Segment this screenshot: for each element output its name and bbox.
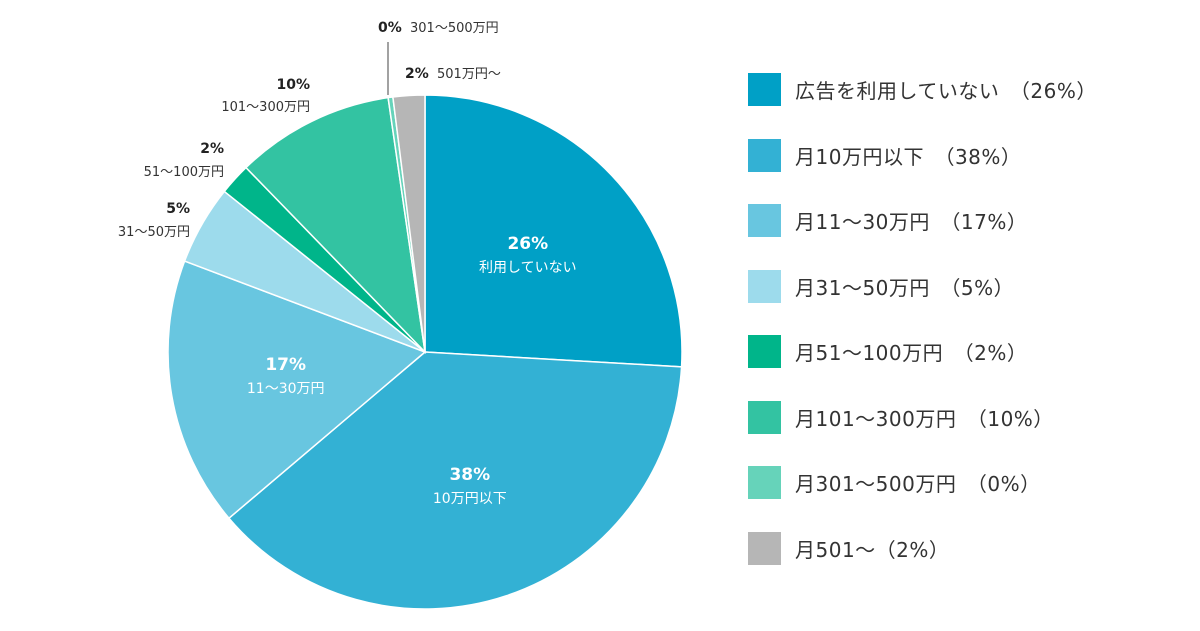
slice-category-label: 10万円以下 [433, 491, 507, 507]
slice-category-label: 11〜30万円 [247, 381, 325, 397]
legend-label: 月301〜500万円 （0%） [795, 472, 1041, 496]
legend-item: 月31〜50万円 （5%） [748, 269, 1168, 303]
legend-item: 月10万円以下 （38%） [748, 138, 1168, 172]
slice-percent-label: 10% [276, 77, 310, 93]
slice-category-label: 51〜100万円 [144, 165, 224, 180]
legend-item: 月301〜500万円 （0%） [748, 466, 1168, 499]
slice-category-label: 利用していない [479, 260, 577, 276]
legend-label: 広告を利用していない （26%） [795, 79, 1097, 103]
legend-swatch [748, 73, 781, 106]
slice-percent-label: 5% [166, 201, 190, 217]
pie-slice [167, 260, 427, 520]
pie-slice [244, 96, 427, 355]
legend-label: 月101〜300万円 （10%） [795, 406, 1054, 431]
slice-percent-label: 26% [507, 234, 548, 254]
legend-label: 月501〜（2%） [795, 537, 950, 562]
legend-item: 月51〜100万円 （2%） [748, 335, 1168, 368]
legend-item: 月101〜300万円 （10%） [748, 400, 1168, 434]
legend-swatch [748, 466, 781, 499]
legend-item: 月11〜30万円 （17%） [748, 204, 1168, 237]
legend-label: 月11〜30万円 （17%） [795, 210, 1028, 234]
slice-percent-label: 0% [378, 20, 402, 36]
pie-slice [392, 94, 426, 353]
slice-category-label: 301〜500万円 [410, 21, 499, 36]
pie-slice [424, 94, 683, 368]
slice-category-label: 101〜300万円 [221, 100, 310, 115]
legend: 広告を利用していない （26%） 月10万円以下 （38%） 月11〜30万円 … [748, 73, 1168, 597]
slice-percent-label: 38% [449, 465, 490, 485]
legend-swatch [748, 138, 781, 172]
legend-swatch [748, 204, 781, 237]
legend-swatch [748, 269, 781, 303]
legend-label: 月51〜100万円 （2%） [795, 341, 1028, 365]
legend-swatch [748, 531, 781, 565]
legend-swatch [748, 400, 781, 434]
pie-chart: 26% 利用していない 38% 10万円以下 17% 11〜30万円 5% 31〜50万円 2%… [118, 20, 683, 610]
slice-category-label: 31〜50万円 [118, 225, 190, 240]
slice-percent-label: 2% [200, 141, 224, 157]
slice-percent-label: 17% [265, 355, 306, 375]
slice-percent-label: 2% [405, 66, 429, 82]
legend-label: 月10万円以下 （38%） [795, 144, 1022, 169]
legend-item: 広告を利用していない （26%） [748, 73, 1168, 106]
legend-item: 月501〜（2%） [748, 531, 1168, 565]
slice-category-label: 501万円〜 [437, 67, 501, 82]
pie-slice [227, 351, 683, 610]
legend-swatch [748, 335, 781, 368]
legend-label: 月31〜50万円 （5%） [795, 275, 1015, 300]
